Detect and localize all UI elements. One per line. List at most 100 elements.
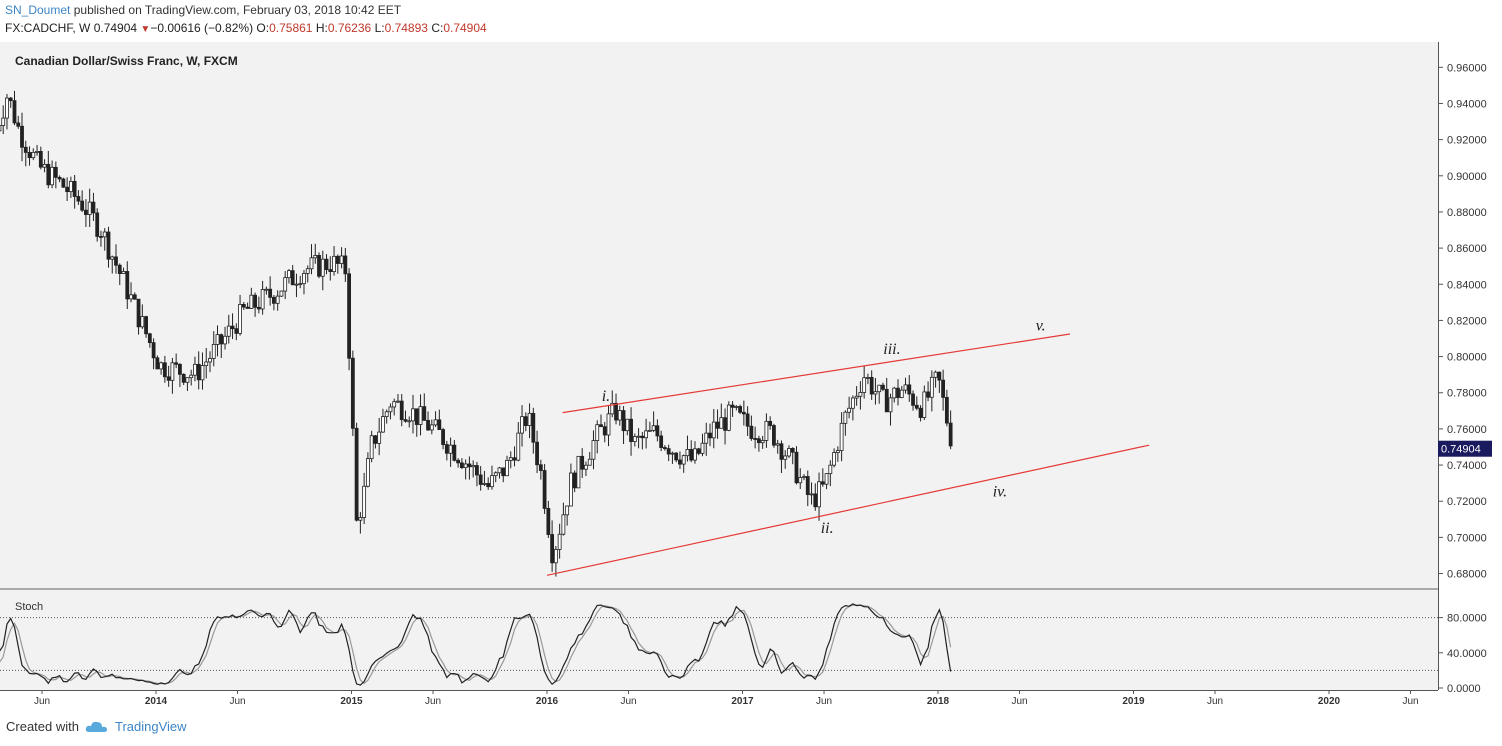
- candle-body: [711, 421, 716, 439]
- candle-body: [388, 406, 393, 413]
- candle-body: [392, 401, 397, 408]
- trend-line[interactable]: [562, 333, 1071, 414]
- candle-body: [260, 289, 265, 310]
- candle-body: [290, 270, 295, 286]
- candle-body: [272, 296, 276, 304]
- candle-body: [914, 404, 919, 409]
- stochastic-oscillator: [0, 603, 952, 686]
- candle-body: [527, 412, 532, 426]
- candle-body: [734, 406, 739, 408]
- candle-body: [832, 452, 836, 466]
- candle-body: [881, 384, 885, 390]
- time-tick-label: 2015: [340, 696, 363, 707]
- candle-body: [234, 328, 239, 334]
- chart-title: Canadian Dollar/Swiss Franc, W, FXCM: [15, 54, 238, 68]
- candle-body: [561, 514, 566, 535]
- candle-body: [223, 335, 227, 345]
- candle-body: [144, 316, 148, 335]
- candle-body: [456, 459, 461, 464]
- candle-body: [31, 151, 36, 159]
- candle-body: [332, 255, 336, 273]
- candle-body: [16, 122, 21, 127]
- price-axis: 0.96000 0.94000 0.92000 0.90000 0.88000 0.860…: [1438, 62, 1487, 581]
- candle-body: [614, 402, 618, 421]
- candle-body: [230, 325, 235, 330]
- candle-body: [708, 432, 712, 439]
- tradingview-brand[interactable]: TradingView: [114, 719, 187, 734]
- candle-body: [170, 362, 175, 381]
- candle-body: [328, 269, 333, 273]
- candle-body: [926, 391, 930, 398]
- candle-body: [347, 273, 351, 359]
- candle-body: [268, 288, 273, 298]
- candle-body: [279, 290, 284, 297]
- candle-body: [5, 97, 9, 119]
- candle-body: [663, 447, 667, 450]
- candle-body: [433, 419, 438, 426]
- candle-body: [839, 422, 844, 451]
- candle-body: [550, 534, 555, 564]
- candle-body: [497, 467, 502, 474]
- candle-body: [907, 384, 912, 395]
- candle-body: [820, 481, 825, 485]
- stoch-tick-label: 80.0000: [1447, 613, 1487, 625]
- candle-body: [335, 255, 340, 264]
- last-price-tag: [1438, 440, 1492, 457]
- candle-body: [275, 295, 280, 304]
- candle-body: [738, 406, 742, 413]
- candle-body: [790, 448, 795, 453]
- candle-body: [132, 294, 137, 300]
- candle-body: [448, 444, 453, 454]
- ohlc-bar: FX:CADCHF, W 0.74904 ▼−0.00616 (−0.82%) …: [5, 21, 487, 35]
- candle-body: [685, 449, 690, 457]
- candle-body: [764, 420, 769, 441]
- high-label: H:: [315, 21, 328, 35]
- candle-body: [211, 343, 216, 359]
- candle-body: [531, 412, 536, 443]
- price-tick-label: 0.90000: [1447, 171, 1487, 183]
- time-tick-label: 2014: [145, 696, 168, 707]
- candle-body: [557, 533, 562, 550]
- candle-body: [569, 472, 573, 507]
- candle-body: [512, 457, 517, 461]
- candle-body: [241, 303, 246, 308]
- candle-body: [610, 402, 615, 415]
- candle-body: [245, 306, 250, 309]
- candle-body: [719, 417, 724, 429]
- candle-body: [396, 400, 400, 403]
- candle-body: [339, 255, 344, 264]
- candle-body: [441, 429, 445, 445]
- candle-body: [858, 392, 863, 397]
- candle-body: [219, 334, 224, 345]
- author-link[interactable]: SN_Doumet: [5, 3, 71, 17]
- candle-body: [824, 473, 829, 485]
- candle-body: [482, 483, 487, 485]
- candle-body: [632, 436, 637, 442]
- footer: Created with TradingView: [6, 719, 187, 734]
- candle-body: [584, 464, 588, 470]
- candle-body: [941, 379, 946, 398]
- candle-body: [486, 483, 491, 488]
- elliott-wave-lines: [546, 333, 1150, 576]
- candle-body: [411, 408, 415, 422]
- trend-line[interactable]: [546, 444, 1150, 576]
- time-axis: Jun 2014 Jun 2015 Jun 2016 Jun 2017 Jun 2018 Jun 20…: [34, 690, 1419, 707]
- candle-body: [444, 444, 449, 454]
- candle-body: [309, 257, 314, 270]
- time-tick-label: Jun: [425, 696, 441, 707]
- candle-body: [651, 425, 656, 431]
- candle-body: [516, 432, 521, 461]
- candle-body: [350, 357, 355, 429]
- candle-body: [873, 391, 878, 395]
- candle-body: [121, 271, 126, 274]
- candle-body: [659, 435, 664, 448]
- candle-body: [287, 270, 291, 279]
- candle-body: [110, 256, 115, 260]
- wave-label: iv.: [993, 484, 1007, 501]
- candle-body: [572, 472, 577, 489]
- candle-body: [501, 467, 506, 477]
- candle-body: [689, 449, 694, 461]
- candle-body: [794, 451, 799, 484]
- price-tick-label: 0.72000: [1447, 496, 1487, 508]
